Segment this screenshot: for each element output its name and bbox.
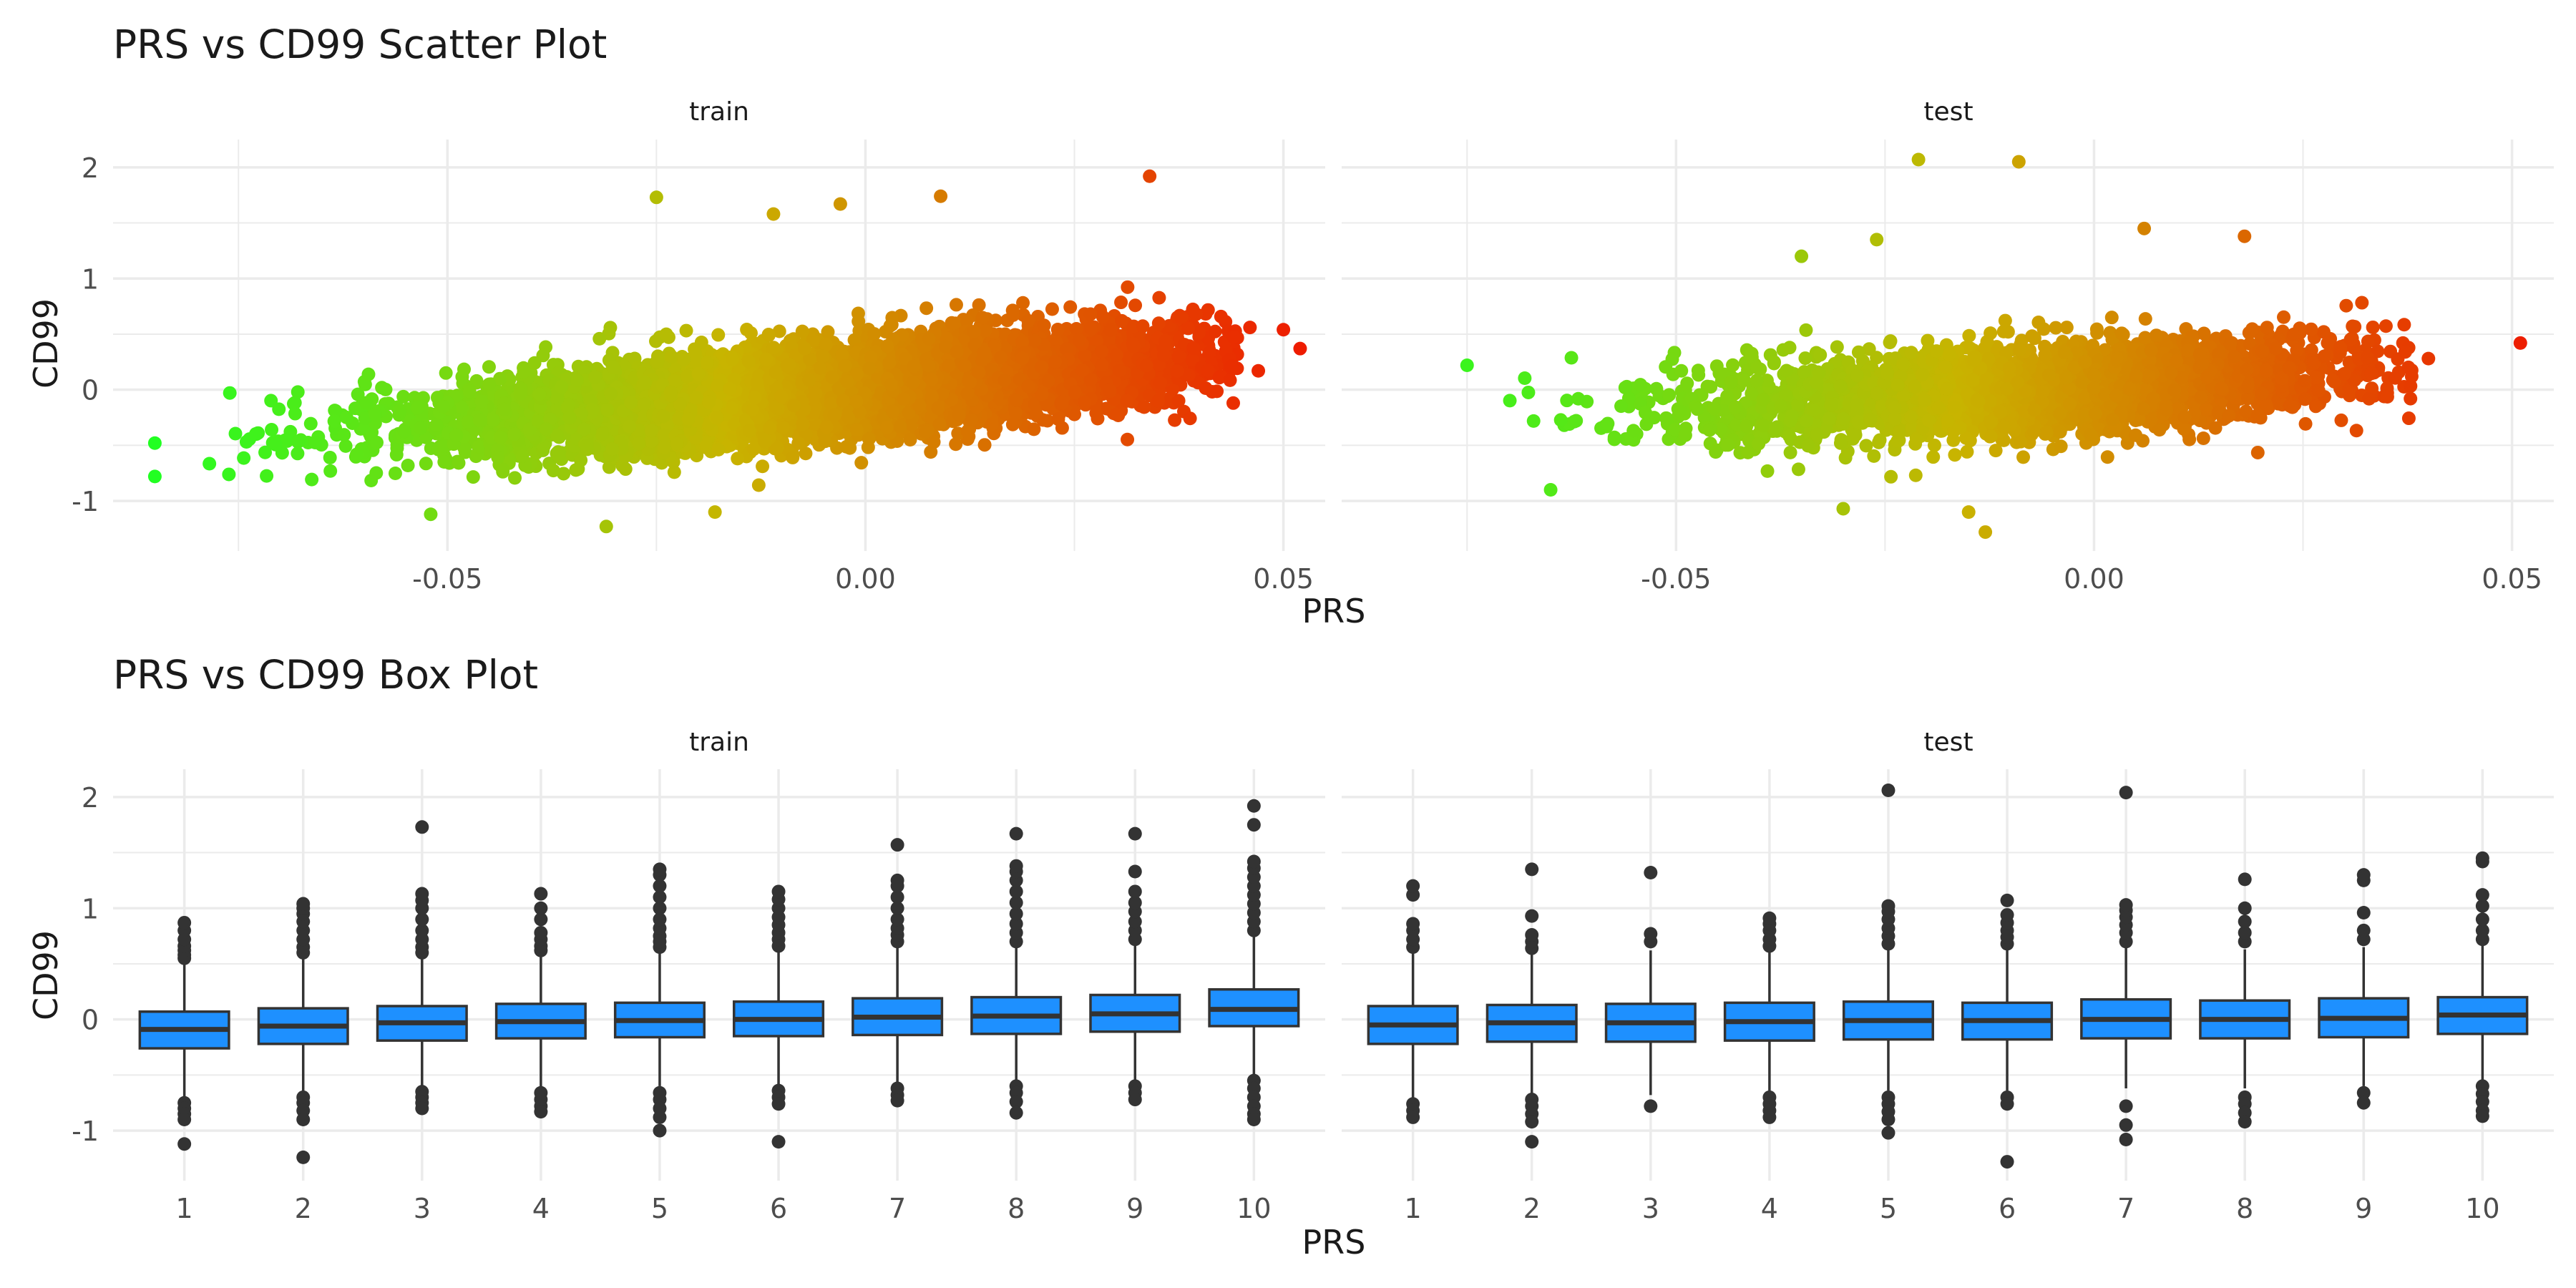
scatter-point <box>1183 411 1197 426</box>
scatter-facet-test-label: test <box>1923 97 1973 127</box>
scatter-point <box>265 422 279 436</box>
scatter-x-axis-title: PRS <box>1302 592 1366 630</box>
scatter-point <box>222 467 236 482</box>
scatter-point <box>264 394 278 408</box>
scatter-point <box>228 426 243 441</box>
y-tick-label: 1 <box>82 263 99 295</box>
scatter-point <box>751 478 766 492</box>
scatter-point <box>1063 300 1078 314</box>
scatter-point <box>328 404 342 418</box>
scatter-point <box>472 439 486 454</box>
box-x-axis-title: PRS <box>1302 1223 1366 1262</box>
box-title: PRS vs CD99 Box Plot <box>113 652 538 698</box>
box-y-axis-title: CD99 <box>26 930 65 1020</box>
scatter-point <box>667 465 681 479</box>
scatter-point <box>482 360 496 374</box>
scatter-point <box>327 414 341 429</box>
scatter-point <box>349 447 364 462</box>
scatter-point <box>945 316 959 330</box>
scatter-point <box>305 472 319 487</box>
scatter-points <box>147 169 1307 534</box>
scatter-point <box>975 311 990 325</box>
scatter-point <box>1068 407 1082 421</box>
scatter-point <box>389 447 404 462</box>
scatter-point <box>1027 422 1041 436</box>
scatter-point <box>203 457 217 471</box>
scatter-point <box>223 386 237 400</box>
scatter-point <box>369 435 384 449</box>
scatter-point <box>786 450 800 464</box>
scatter-point <box>1152 291 1166 305</box>
scatter-y-axis-title: CD99 <box>26 298 65 389</box>
scatter-point <box>287 396 301 411</box>
x-tick-label: 0.05 <box>1253 563 1314 595</box>
scatter-point <box>1121 432 1135 447</box>
scatter-point <box>419 457 433 471</box>
scatter-point <box>388 466 402 480</box>
scatter-point <box>457 362 471 376</box>
scatter-point <box>237 451 251 465</box>
scatter-point <box>949 437 963 452</box>
scatter-point <box>396 389 411 404</box>
scatter-point <box>401 459 415 473</box>
x-tick-label: -0.05 <box>412 563 482 595</box>
scatter-point <box>772 324 786 338</box>
scatter-point <box>272 402 286 416</box>
scatter-point <box>1168 413 1182 427</box>
y-tick-label: -1 <box>72 486 99 517</box>
scatter-point <box>711 328 726 342</box>
scatter-point <box>919 301 934 316</box>
scatter-point <box>1096 310 1110 324</box>
scatter-point <box>571 462 585 476</box>
scatter-point <box>949 298 963 312</box>
scatter-point <box>323 464 338 478</box>
scatter-panel-train: -0.05 0.00 0.05 -1 0 1 2 <box>72 140 1325 595</box>
scatter-facet-train-label: train <box>689 97 749 127</box>
y-tick-label: 0 <box>82 375 99 406</box>
scatter-point <box>393 404 407 418</box>
scatter-point <box>1128 298 1143 313</box>
scatter-point <box>260 469 274 483</box>
scatter-point <box>437 454 452 469</box>
scatter-point <box>508 471 522 485</box>
y-tick-label: 2 <box>82 152 99 184</box>
box-facet-test-label: test <box>1923 728 1973 757</box>
scatter-point <box>1121 280 1135 294</box>
box-facet-train-label: train <box>689 728 749 757</box>
scatter-point <box>1199 307 1213 321</box>
scatter-point <box>323 451 337 465</box>
scatter-point <box>972 298 986 312</box>
scatter-point <box>977 438 992 452</box>
scatter-point <box>369 466 384 480</box>
scatter-point <box>291 385 305 399</box>
scatter-title: PRS vs CD99 Scatter Plot <box>113 21 607 67</box>
scatter-point <box>756 459 770 474</box>
scatter-point <box>854 456 869 470</box>
x-tick-label: 0.00 <box>835 563 896 595</box>
scatter-point <box>496 462 510 477</box>
